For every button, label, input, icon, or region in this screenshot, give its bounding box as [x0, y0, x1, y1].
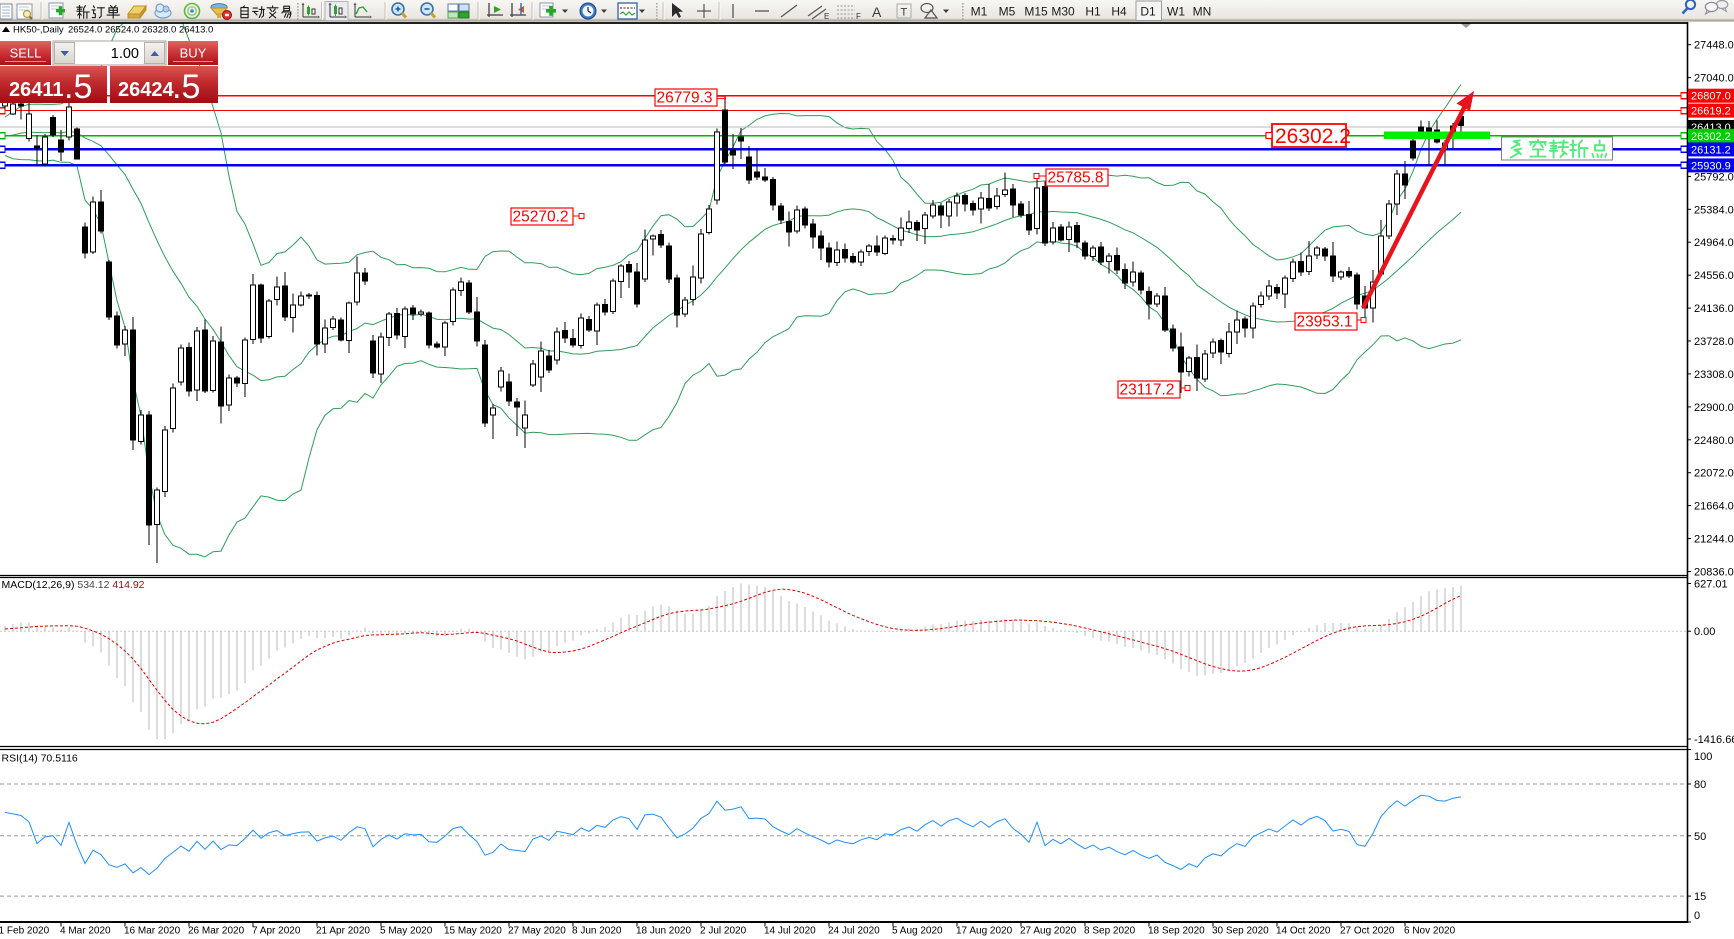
svg-text:5 Aug 2020: 5 Aug 2020 [892, 926, 943, 937]
svg-text:23953.1: 23953.1 [1297, 314, 1353, 331]
svg-text:27040.0: 27040.0 [1694, 73, 1734, 85]
svg-text:26424: 26424 [118, 79, 174, 101]
svg-text:15 May 2020: 15 May 2020 [444, 926, 502, 937]
svg-text:6 Nov 2020: 6 Nov 2020 [1404, 926, 1456, 937]
svg-text:RSI(14) 70.5116: RSI(14) 70.5116 [2, 753, 78, 765]
svg-text:21664.0: 21664.0 [1694, 501, 1734, 513]
svg-text:HK50-,Daily: HK50-,Daily [13, 25, 64, 36]
svg-text:25930.9: 25930.9 [1691, 160, 1731, 172]
svg-text:M15: M15 [1024, 5, 1048, 19]
svg-text:F: F [856, 12, 861, 21]
svg-text:23308.0: 23308.0 [1694, 369, 1734, 381]
svg-text:E: E [824, 12, 829, 21]
svg-text:22072.0: 22072.0 [1694, 468, 1734, 480]
svg-text:A: A [872, 4, 882, 20]
svg-text:26779.3: 26779.3 [657, 90, 713, 107]
svg-text:M30: M30 [1051, 5, 1075, 19]
svg-text:21 Feb 2020: 21 Feb 2020 [0, 926, 50, 937]
svg-text:MN: MN [1193, 5, 1212, 19]
svg-text:2 Jul 2020: 2 Jul 2020 [700, 926, 747, 937]
svg-text:27 May 2020: 27 May 2020 [508, 926, 566, 937]
svg-text:14 Jul 2020: 14 Jul 2020 [764, 926, 816, 937]
svg-text:H1: H1 [1085, 5, 1101, 19]
svg-text:24556.0: 24556.0 [1694, 270, 1734, 282]
svg-text:26302.2: 26302.2 [1275, 125, 1351, 148]
svg-text:50: 50 [1694, 831, 1706, 843]
svg-text:7 Apr 2020: 7 Apr 2020 [252, 926, 301, 937]
svg-text:SELL: SELL [10, 46, 42, 61]
svg-text:4 Mar 2020: 4 Mar 2020 [60, 926, 111, 937]
svg-text:17 Aug 2020: 17 Aug 2020 [956, 926, 1013, 937]
svg-text:100: 100 [1694, 751, 1712, 763]
svg-text:MACD(12,26,9) 534.12 414.92: MACD(12,26,9) 534.12 414.92 [2, 579, 145, 591]
svg-text:26524.0 26524.0 26328.0 26413.: 26524.0 26524.0 26328.0 26413.0 [68, 25, 213, 36]
svg-text:26807.0: 26807.0 [1691, 91, 1731, 103]
svg-text:24 Jul 2020: 24 Jul 2020 [828, 926, 880, 937]
svg-text:21244.0: 21244.0 [1694, 534, 1734, 546]
svg-text:627.01: 627.01 [1694, 579, 1728, 591]
svg-text:BUY: BUY [180, 46, 207, 61]
svg-text:24964.0: 24964.0 [1694, 237, 1734, 249]
svg-text:26411: 26411 [9, 79, 64, 101]
svg-text:27448.0: 27448.0 [1694, 40, 1734, 52]
svg-text:.5: .5 [172, 68, 200, 106]
svg-text:25785.8: 25785.8 [1048, 170, 1104, 187]
svg-text:21 Apr 2020: 21 Apr 2020 [316, 926, 370, 937]
svg-text:25270.2: 25270.2 [513, 209, 569, 226]
svg-text:8 Sep 2020: 8 Sep 2020 [1084, 926, 1136, 937]
svg-text:H4: H4 [1111, 5, 1127, 19]
svg-text:W1: W1 [1167, 5, 1185, 19]
svg-text:23117.2: 23117.2 [1120, 382, 1175, 399]
svg-text:27 Aug 2020: 27 Aug 2020 [1020, 926, 1077, 937]
svg-text:22480.0: 22480.0 [1694, 435, 1734, 447]
svg-text:26302.2: 26302.2 [1691, 131, 1731, 143]
svg-text:-1416.66: -1416.66 [1694, 734, 1734, 746]
svg-text:0.00: 0.00 [1694, 626, 1715, 638]
svg-text:26 Mar 2020: 26 Mar 2020 [188, 926, 245, 937]
svg-text:24136.0: 24136.0 [1694, 303, 1734, 315]
svg-text:T: T [901, 7, 908, 19]
svg-text:15: 15 [1694, 891, 1706, 903]
svg-text:M1: M1 [971, 5, 988, 19]
svg-text:23728.0: 23728.0 [1694, 336, 1734, 348]
svg-text:.5: .5 [64, 68, 92, 106]
svg-text:8 Jun 2020: 8 Jun 2020 [572, 926, 622, 937]
svg-text:14 Oct 2020: 14 Oct 2020 [1276, 926, 1331, 937]
svg-text:25792.0: 25792.0 [1694, 171, 1734, 183]
svg-text:16 Mar 2020: 16 Mar 2020 [124, 926, 181, 937]
svg-text:5 May 2020: 5 May 2020 [380, 926, 433, 937]
svg-text:27 Oct 2020: 27 Oct 2020 [1340, 926, 1395, 937]
svg-text:0: 0 [1694, 910, 1700, 922]
svg-text:1.00: 1.00 [111, 46, 139, 62]
svg-text:30 Sep 2020: 30 Sep 2020 [1212, 926, 1269, 937]
svg-text:22900.0: 22900.0 [1694, 402, 1734, 414]
svg-text:25384.0: 25384.0 [1694, 204, 1734, 216]
svg-text:26619.2: 26619.2 [1691, 106, 1731, 118]
svg-text:18 Jun 2020: 18 Jun 2020 [636, 926, 691, 937]
svg-text:18 Sep 2020: 18 Sep 2020 [1148, 926, 1205, 937]
svg-text:20836.0: 20836.0 [1694, 567, 1734, 579]
svg-text:D1: D1 [1140, 5, 1156, 19]
svg-text:26131.2: 26131.2 [1691, 144, 1731, 156]
svg-text:M5: M5 [999, 5, 1016, 19]
svg-text:80: 80 [1694, 779, 1706, 791]
